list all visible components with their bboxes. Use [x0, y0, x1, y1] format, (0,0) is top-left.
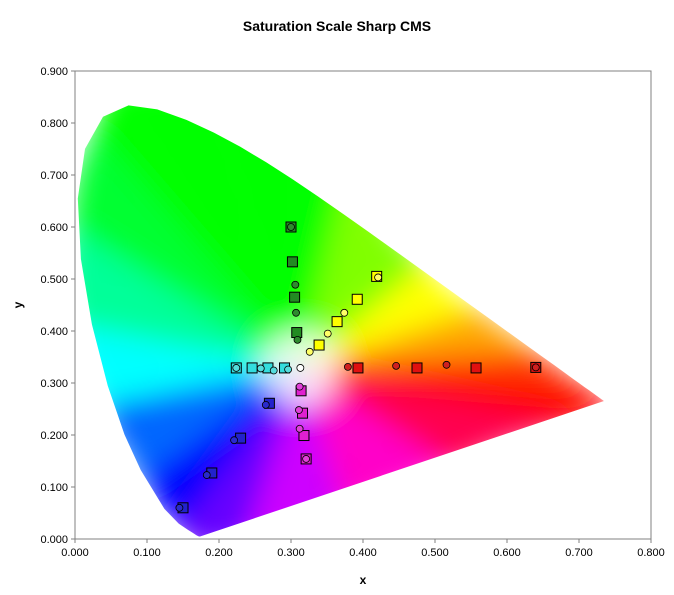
circle-marker: [293, 335, 302, 344]
y-tick-label: 0.800: [40, 118, 68, 130]
circle-marker: [305, 347, 314, 356]
square-marker: [470, 362, 482, 374]
circle-marker: [256, 364, 265, 373]
series-12: [296, 364, 305, 372]
square-marker: [411, 362, 423, 374]
square-marker: [298, 430, 310, 442]
circle-marker: [284, 365, 293, 374]
circle-marker: [392, 361, 401, 370]
circle-marker: [291, 280, 300, 289]
y-axis-label: y: [11, 301, 25, 308]
y-tick-label: 0.600: [40, 222, 68, 234]
circle-marker: [175, 503, 184, 512]
data-points: [175, 221, 542, 514]
series-11: [295, 382, 311, 463]
series-9: [232, 364, 293, 375]
circle-marker: [292, 308, 300, 317]
x-axis-label: x: [360, 573, 367, 587]
y-tick-label: 0.700: [40, 170, 68, 182]
axis-ticks: 0.000 0.100 0.200 0.300 0.400 0.500 0.600 0.700…: [40, 66, 664, 559]
circle-marker: [374, 273, 383, 282]
square-marker: [246, 362, 258, 374]
circle-marker: [287, 223, 295, 231]
circle-marker: [295, 382, 304, 391]
circle-marker: [343, 362, 352, 371]
x-tick-label: 0.300: [277, 547, 305, 559]
chromaticity-diagram: [77, 105, 605, 537]
circle-marker: [296, 364, 305, 372]
y-tick-label: 0.900: [40, 66, 68, 78]
square-marker: [352, 362, 364, 374]
series-1: [343, 360, 540, 372]
x-tick-label: 0.500: [421, 547, 449, 559]
series-5: [175, 400, 270, 512]
square-marker: [289, 291, 301, 303]
circle-marker: [295, 424, 304, 433]
circle-marker: [202, 471, 211, 479]
circle-marker: [232, 364, 241, 372]
y-tick-label: 0.300: [40, 378, 68, 390]
circle-marker: [269, 366, 278, 375]
circle-marker: [261, 400, 270, 409]
x-tick-label: 0.600: [493, 547, 521, 559]
square-marker: [351, 293, 363, 305]
circle-marker: [302, 455, 311, 463]
y-tick-label: 0.200: [40, 430, 68, 442]
square-marker: [286, 256, 298, 268]
series-7: [305, 273, 383, 356]
circle-marker: [340, 308, 349, 317]
x-tick-label: 0.700: [565, 547, 593, 559]
y-tick-label: 0.400: [40, 326, 68, 338]
x-tick-label: 0.800: [637, 547, 665, 559]
circle-marker: [295, 406, 303, 414]
circle-marker: [442, 360, 451, 369]
square-marker: [313, 339, 325, 351]
x-tick-label: 0.200: [205, 547, 233, 559]
circle-marker: [531, 363, 540, 372]
circle-marker: [323, 329, 332, 338]
circle-marker: [230, 436, 239, 445]
x-tick-label: 0.100: [133, 547, 161, 559]
y-tick-label: 0.100: [40, 482, 68, 494]
x-tick-label: 0.400: [349, 547, 377, 559]
x-tick-label: 0.000: [61, 547, 89, 559]
y-tick-label: 0.000: [40, 534, 68, 546]
series-3: [287, 223, 302, 344]
square-marker: [331, 316, 343, 328]
y-tick-label: 0.500: [40, 274, 68, 286]
chart-title: Saturation Scale Sharp CMS: [243, 18, 431, 34]
